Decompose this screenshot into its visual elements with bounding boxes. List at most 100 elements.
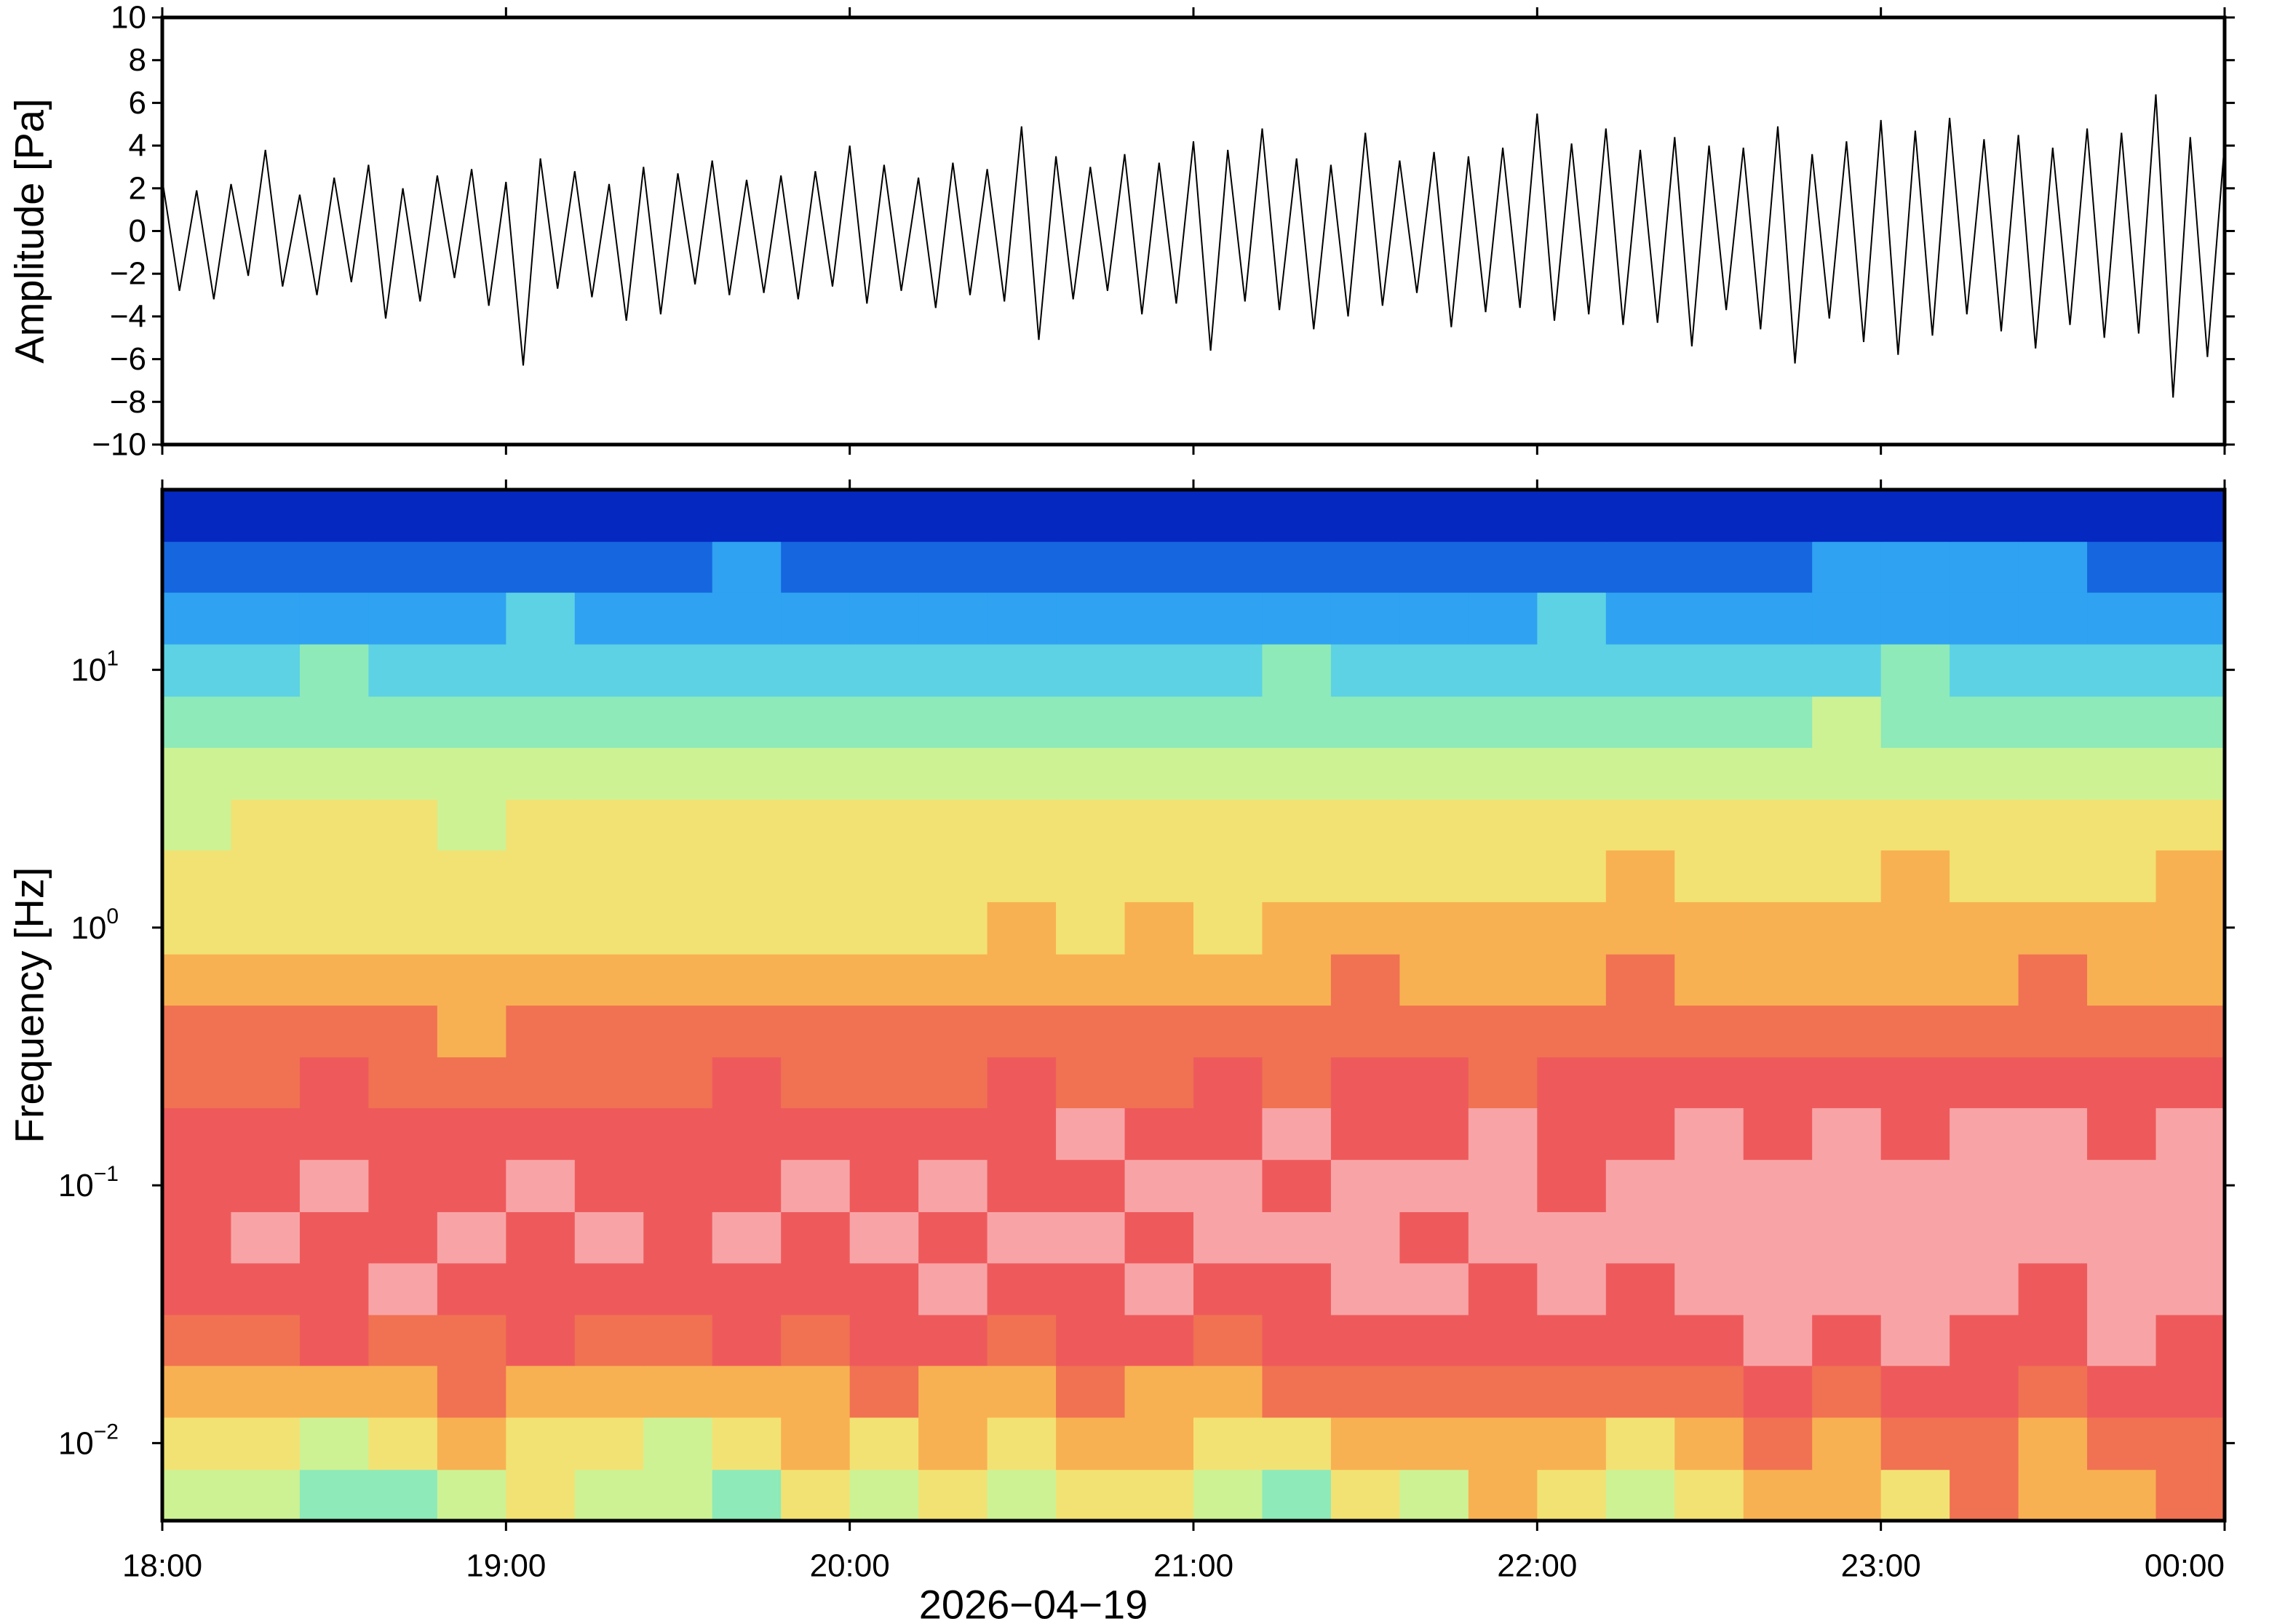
spectrogram-cell <box>1674 1159 1744 1212</box>
waveform <box>162 94 2225 398</box>
spectrogram-cell <box>1812 799 1882 851</box>
spectrogram-cell <box>918 1159 988 1212</box>
spectrogram-cell <box>1193 1159 1263 1212</box>
spectrogram-cell <box>712 1314 782 1366</box>
spectrogram-cell <box>1950 1107 2019 1161</box>
spectrogram-cell <box>1399 1417 1469 1470</box>
spectrogram-cell <box>299 1211 369 1264</box>
spectrogram-cell <box>1330 696 1400 748</box>
spectrogram-cell <box>1537 696 1607 748</box>
spectrogram-cell <box>2087 1056 2157 1109</box>
spectrogram-cell <box>368 747 438 800</box>
spectrogram-cell <box>299 490 369 542</box>
spectrogram-cell <box>1537 1159 1607 1212</box>
spectrogram-cell <box>918 1107 988 1161</box>
spectrogram-cell <box>1674 850 1744 902</box>
spectrogram-cell <box>1262 901 1332 955</box>
spectrogram-cell <box>368 1262 438 1315</box>
spectrogram-cell <box>1056 1262 1126 1315</box>
spectrogram-cell <box>1950 696 2019 748</box>
spectrogram-cell <box>1674 1211 1744 1264</box>
spectrogram-cell <box>231 747 301 800</box>
spectrogram-cell <box>1812 1469 1882 1521</box>
spectrogram-cell <box>918 1469 988 1521</box>
spectrogram-cell <box>987 1262 1057 1315</box>
spectrogram-cell <box>1330 954 1400 1006</box>
spectrogram-cell <box>918 1417 988 1470</box>
spectrogram-cell <box>162 490 232 542</box>
spectrogram-cell <box>1124 1056 1194 1109</box>
spectrogram-cell <box>1674 1469 1744 1521</box>
spectrogram-cell <box>1674 592 1744 645</box>
spectrogram-cell <box>437 644 506 697</box>
spectrogram-cell <box>849 850 919 902</box>
spectrogram-cell <box>987 1211 1057 1264</box>
spectrogram-cell <box>231 901 301 955</box>
spectrogram-cell <box>1399 541 1469 593</box>
spectrogram-cell <box>1193 592 1263 645</box>
spectrogram-cell <box>1124 696 1194 748</box>
spectrogram-cell <box>1537 1469 1607 1521</box>
spectrogram-cell <box>1950 901 2019 955</box>
spectrogram-cell <box>781 490 851 542</box>
spectrogram-cell <box>2018 1159 2088 1212</box>
spectrogram-cell <box>1605 1365 1675 1418</box>
spectrogram-cell <box>162 1107 232 1161</box>
spectrogram-cell <box>368 1417 438 1470</box>
spectrogram-cell <box>2018 1262 2088 1315</box>
spectrogram-cell <box>1468 747 1538 800</box>
spectrogram-cell <box>299 1469 369 1521</box>
spectrogram-cell <box>2018 1056 2088 1109</box>
spectrogram-cell <box>1262 592 1332 645</box>
spectrogram-cell <box>987 1365 1057 1418</box>
x-tick-label: 18:00 <box>122 1548 202 1584</box>
spectrogram-cell <box>2155 1056 2225 1109</box>
spectrogram-cell <box>1537 954 1607 1006</box>
spectrogram-cell <box>574 747 644 800</box>
spectrogram-cell <box>2018 954 2088 1006</box>
spectrogram-cell <box>2155 1107 2225 1161</box>
spectrogram-cell <box>1399 1005 1469 1058</box>
spectrogram-cell <box>437 954 506 1006</box>
spectrogram-cell <box>1468 1469 1538 1521</box>
spectrogram-cell <box>574 696 644 748</box>
spectrogram-cell <box>2087 1005 2157 1058</box>
y-tick-label: −8 <box>110 384 146 420</box>
spectrogram-cell <box>1468 592 1538 645</box>
spectrogram-cell <box>1674 901 1744 955</box>
spectrogram-cell <box>2155 1159 2225 1212</box>
spectrogram-cell <box>162 799 232 851</box>
spectrogram-cell <box>712 541 782 593</box>
spectrogram-cell <box>2018 1211 2088 1264</box>
spectrogram-cell <box>1743 1469 1813 1521</box>
spectrogram-cell <box>1605 1417 1675 1470</box>
spectrogram-cell <box>368 541 438 593</box>
spectrogram-cell <box>1056 490 1126 542</box>
spectrogram-cell <box>781 1365 851 1418</box>
spectrogram-cell <box>162 1314 232 1366</box>
spectrogram-cell <box>1330 1211 1400 1264</box>
spectrogram-cell <box>987 1056 1057 1109</box>
y-tick-label: 6 <box>129 85 146 121</box>
spectrogram-cell <box>918 850 988 902</box>
spectrogram-cell <box>987 541 1057 593</box>
spectrogram-cell <box>1880 541 1950 593</box>
spectrogram-cell <box>368 1365 438 1418</box>
spectrogram-cell <box>1056 1417 1126 1470</box>
spectrogram-cell <box>849 954 919 1006</box>
spectrogram-cell <box>299 1056 369 1109</box>
spectrogram-cell <box>1674 799 1744 851</box>
x-tick-label: 00:00 <box>2145 1548 2225 1584</box>
spectrogram-cell <box>1124 644 1194 697</box>
spectrogram-cell <box>987 1159 1057 1212</box>
spectrogram-cell <box>712 1365 782 1418</box>
y-tick-label: 10 <box>111 0 146 36</box>
spectrogram-cell <box>437 541 506 593</box>
spectrogram-cell <box>1193 1365 1263 1418</box>
spectrogram-cell <box>1193 644 1263 697</box>
spectrogram-cell <box>1193 850 1263 902</box>
spectrogram-cell <box>1056 1314 1126 1366</box>
spectrogram-cell <box>1880 1262 1950 1315</box>
spectrogram-cell <box>1880 799 1950 851</box>
spectrogram-cell <box>1674 1314 1744 1366</box>
